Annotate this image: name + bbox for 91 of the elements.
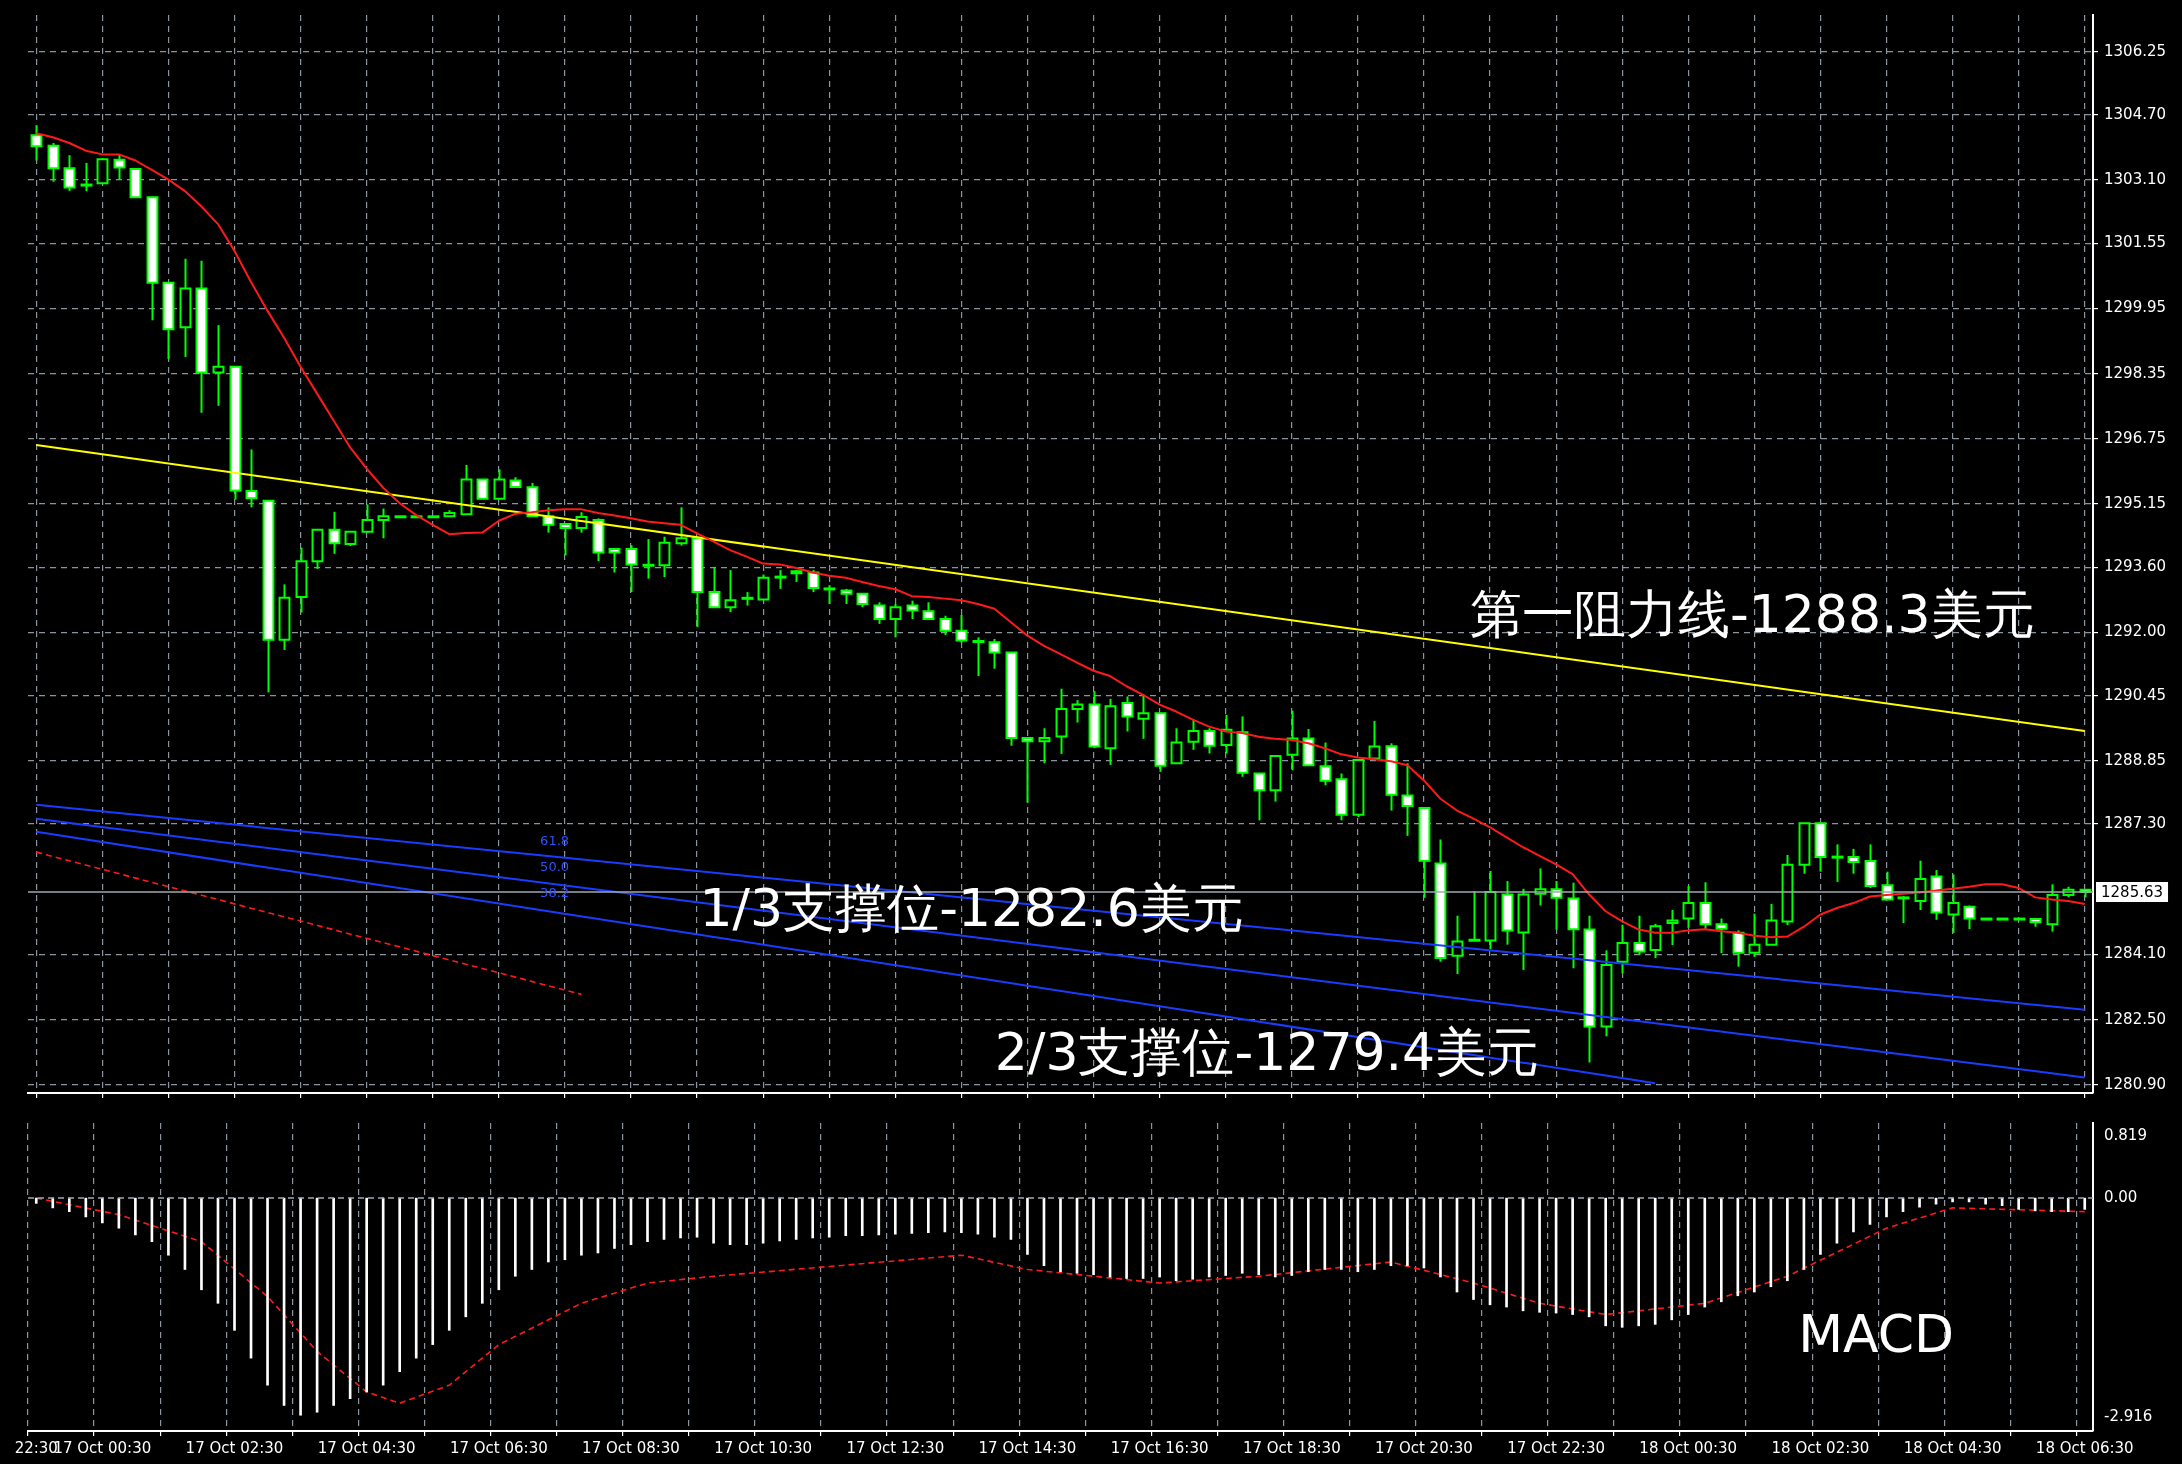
candlestick <box>1401 762 1414 837</box>
x-tick-label: 17 Oct 14:30 <box>978 1438 1077 1457</box>
x-tick-label: 17 Oct 06:30 <box>449 1438 548 1457</box>
y-tick-label: 1306.25 <box>2104 41 2167 60</box>
y-tick-label: 1282.50 <box>2104 1009 2167 1028</box>
candlestick <box>658 535 671 579</box>
annotation: 61.8 <box>540 833 570 849</box>
candlestick <box>774 569 787 590</box>
candlestick <box>1947 873 1960 934</box>
candlestick <box>675 506 688 547</box>
candlestick <box>1468 890 1481 942</box>
candlestick <box>708 565 721 609</box>
x-tick-label: 17 Oct 10:30 <box>714 1438 813 1457</box>
x-tick-label: 18 Oct 06:30 <box>2035 1438 2134 1457</box>
candlestick <box>493 468 506 501</box>
x-tick-label: 18 Oct 02:30 <box>1771 1438 1870 1457</box>
candlestick <box>1187 718 1200 751</box>
candlestick <box>30 124 43 162</box>
x-tick-label: 17 Oct 22:30 <box>1507 1438 1605 1457</box>
candlestick <box>1319 741 1332 787</box>
candlestick <box>1831 843 1844 883</box>
annotation: 38.2 <box>540 884 570 900</box>
candlestick <box>955 613 968 644</box>
y-tick-label: 1287.30 <box>2104 813 2167 832</box>
annotation: MACD <box>1798 1304 1955 1365</box>
candlestick <box>1748 912 1761 958</box>
y-tick-label: 1292.00 <box>2104 622 2167 641</box>
x-tick-label: 17 Oct 20:30 <box>1375 1438 1473 1457</box>
candlestick <box>1682 884 1695 929</box>
candlestick <box>625 544 638 594</box>
candlestick <box>1897 895 1910 925</box>
y-tick-label: 1280.90 <box>2104 1074 2167 1093</box>
candlestick <box>1137 693 1150 740</box>
y-tick-label: 1288.85 <box>2104 750 2167 769</box>
ref-line-label: 1285.63 <box>2101 882 2164 901</box>
x-tick-label: 18 Oct 04:30 <box>1903 1438 2002 1457</box>
candlestick <box>1038 727 1051 765</box>
candlestick <box>1021 736 1034 804</box>
y-tick-label: 1290.45 <box>2104 685 2167 704</box>
candlestick <box>80 161 93 193</box>
candlestick <box>63 154 76 193</box>
y-tick-label: 1304.70 <box>2104 104 2167 123</box>
candlestick <box>47 141 60 183</box>
y-tick-label: 0.819 <box>2104 1126 2147 1145</box>
candlestick <box>1633 914 1646 956</box>
x-tick-label: 22:30 <box>14 1438 58 1457</box>
candlestick <box>559 522 572 557</box>
candlestick <box>988 637 1001 670</box>
x-tick-label: 17 Oct 04:30 <box>317 1438 416 1457</box>
candlestick <box>1616 923 1629 975</box>
candlestick <box>328 510 341 555</box>
y-tick-label: -2.916 <box>2104 1407 2153 1426</box>
x-tick-label: 17 Oct 08:30 <box>582 1438 680 1457</box>
candlestick <box>642 538 655 580</box>
candlestick <box>377 507 390 540</box>
annotation: 50.0 <box>540 859 570 875</box>
y-tick-label: 1296.75 <box>2104 428 2167 447</box>
y-tick-label: 1299.95 <box>2104 298 2167 317</box>
y-tick-label: 0.00 <box>2104 1188 2138 1207</box>
y-tick-label: 1295.15 <box>2104 493 2167 512</box>
candlestick <box>608 547 621 574</box>
candlestick <box>1253 772 1266 822</box>
candlestick <box>1203 727 1216 755</box>
candlestick <box>873 601 886 625</box>
candlestick <box>1071 699 1084 724</box>
candlestick <box>757 573 770 601</box>
y-tick-label: 1293.60 <box>2104 557 2167 576</box>
candlestick <box>1121 695 1134 733</box>
candlestick <box>1699 881 1712 930</box>
y-tick-label: 1284.10 <box>2104 944 2167 963</box>
candlestick <box>1170 727 1183 765</box>
candlestick <box>823 584 836 605</box>
candlestick <box>361 503 374 534</box>
y-tick-label: 1301.55 <box>2104 233 2167 252</box>
candlestick <box>724 569 737 614</box>
line-series <box>35 1197 2086 1405</box>
x-tick-label: 18 Oct 00:30 <box>1639 1438 1738 1457</box>
candlestick <box>972 636 985 678</box>
candlestick <box>245 448 258 509</box>
y-tick-label: 1298.35 <box>2104 363 2167 382</box>
candlestick <box>1847 847 1860 875</box>
candlestick <box>1715 917 1728 955</box>
candlestick <box>889 602 902 639</box>
x-tick-label: 17 Oct 02:30 <box>185 1438 284 1457</box>
x-tick-label: 17 Oct 12:30 <box>846 1438 945 1457</box>
x-tick-label: 17 Oct 18:30 <box>1242 1438 1341 1457</box>
candlestick <box>939 614 952 636</box>
candlestick <box>476 478 489 501</box>
candlestick <box>1666 909 1679 947</box>
x-tick-label: 17 Oct 16:30 <box>1110 1438 1209 1457</box>
y-tick-label: 1303.10 <box>2104 169 2167 188</box>
